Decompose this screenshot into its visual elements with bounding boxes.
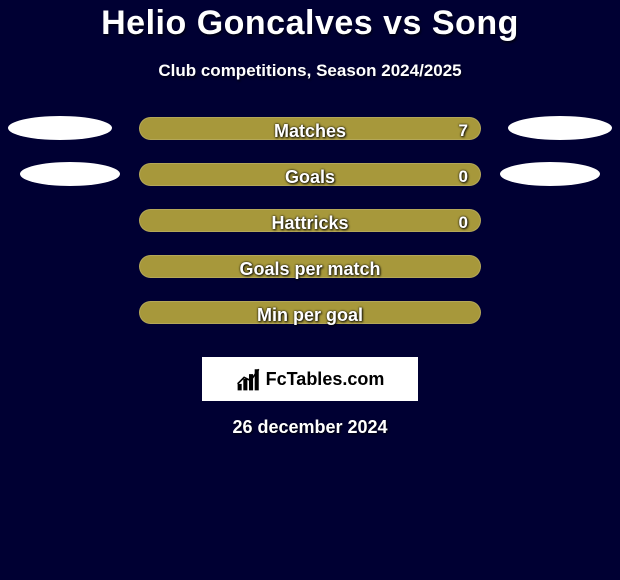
generated-date: 26 december 2024 [0, 417, 620, 438]
stat-pill: Matches 7 [139, 117, 481, 140]
stat-value: 0 [459, 167, 468, 187]
stat-row: Min per goal [0, 299, 620, 345]
stat-value: 7 [459, 121, 468, 141]
side-oval [8, 116, 112, 140]
logo-text: FcTables.com [266, 369, 385, 390]
bar-chart-icon [236, 366, 262, 392]
stat-label: Hattricks [271, 213, 348, 234]
page-subtitle: Club competitions, Season 2024/2025 [0, 61, 620, 81]
side-oval [500, 162, 600, 186]
stat-row: Hattricks 0 [0, 207, 620, 253]
infographic-root: Helio Goncalves vs Song Club competition… [0, 0, 620, 580]
stat-label: Matches [274, 121, 346, 142]
page-title: Helio Goncalves vs Song [0, 4, 620, 43]
stat-label: Min per goal [257, 305, 363, 326]
stat-label: Goals [285, 167, 335, 188]
side-oval [20, 162, 120, 186]
stat-row: Goals per match [0, 253, 620, 299]
stat-value: 0 [459, 213, 468, 233]
stat-pill: Goals 0 [139, 163, 481, 186]
chart-area: Matches 7 Goals 0 Hattricks 0 Goals per match M… [0, 115, 620, 345]
stat-label: Goals per match [239, 259, 380, 280]
side-oval [508, 116, 612, 140]
stat-pill: Min per goal [139, 301, 481, 324]
source-logo: FcTables.com [202, 357, 418, 401]
stat-pill: Hattricks 0 [139, 209, 481, 232]
stat-pill: Goals per match [139, 255, 481, 278]
